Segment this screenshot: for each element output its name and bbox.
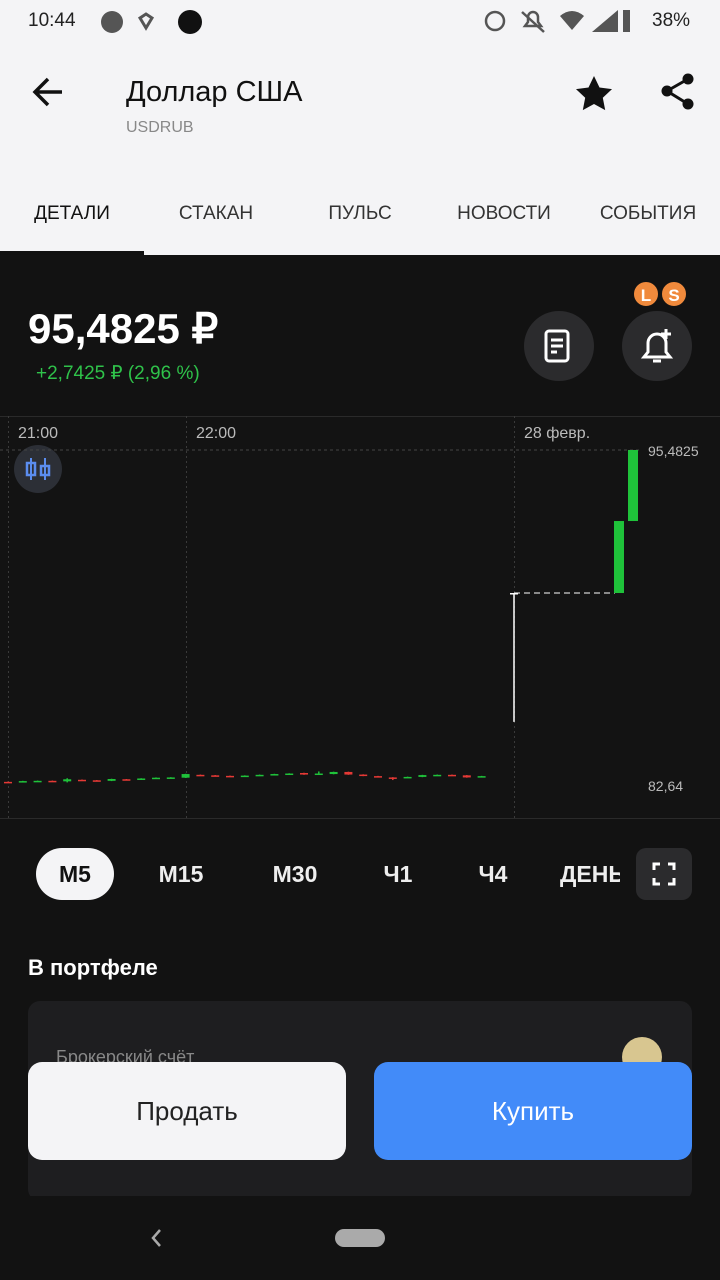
share-button[interactable] [658,72,698,112]
candle-body [433,774,442,777]
y-tick-label: 95,4825 [648,443,699,459]
notes-button[interactable] [524,311,594,381]
candle-body [374,776,382,778]
candle-body [448,774,456,777]
candle-body [403,776,412,779]
candle-body [270,774,279,776]
candle-body [211,775,220,777]
candle-body [329,771,338,775]
candle-body [4,781,12,784]
candle-body [63,779,72,782]
battery: 38% [652,10,691,31]
back-button[interactable] [30,74,66,110]
buy-button[interactable]: Купить [374,1062,692,1160]
candle-body [181,774,190,778]
price: 95,4825 ₽ [28,305,219,352]
tab-indicator [0,251,144,255]
x-tick-label: 21:00 [18,425,58,442]
x-tick-label: 28 февр. [524,425,590,442]
candle-body [628,450,638,522]
candle-body [137,778,146,780]
candle-body [388,777,397,779]
candle-body [48,780,57,783]
x-tick-label: 22:00 [196,425,236,442]
candle-body [285,773,294,776]
system-icons [480,8,630,34]
candle-body [107,779,116,781]
candle-body [255,774,264,777]
ticker: USDRUB [126,119,194,136]
candle-body [18,781,27,783]
candle-body [196,774,205,777]
icons [484,10,630,33]
portfolio-title: В портфеле [28,955,158,980]
timeframe[interactable]: M30 [272,861,318,887]
tab[interactable]: СОБЫТИЯ [599,203,697,224]
badge: S [660,280,688,308]
candle-body [33,780,42,783]
fullscreen-button[interactable] [636,848,692,900]
alert-button[interactable] [622,311,692,381]
fullscreen-icon [652,862,676,886]
notification-icons [100,10,210,34]
tab[interactable]: НОВОСТИ [457,203,551,224]
nav-bar [0,1196,720,1280]
tab[interactable]: ПУЛЬС [328,203,392,224]
timeframe[interactable]: Ч1 [383,861,413,887]
candle-body [314,773,323,776]
candle-body [300,773,308,775]
nav-icons [151,1229,385,1247]
candle-body [359,774,368,777]
price-change: +2,7425 ₽ (2,96 %) [36,363,200,384]
badge: L [632,280,660,308]
timeframe[interactable]: M5 [36,848,114,900]
icons [101,10,202,34]
tab[interactable]: ДЕТАЛИ [34,203,110,224]
app-bar [0,0,720,255]
candle-body [344,771,353,775]
candle-body [78,779,86,782]
timeframe[interactable]: M15 [158,861,204,887]
favorite-button[interactable] [574,74,614,114]
candle-body [418,775,427,777]
candle-body [152,777,160,780]
candle-body [226,775,234,778]
tab[interactable]: СТАКАН [178,203,254,224]
timeframe[interactable]: Ч4 [478,861,508,887]
timeframe[interactable]: ДЕНЬ [560,861,620,887]
candle-body [510,593,518,595]
candle-body [477,776,486,778]
y-tick-label: 82,64 [648,778,683,794]
candle-body [614,521,624,594]
title: Доллар США [126,76,303,108]
candle-body [462,775,471,778]
candle-body [240,775,249,778]
candle-body [122,779,131,781]
clock: 10:44 [28,10,76,31]
sell-button[interactable]: Продать [28,1062,346,1160]
chart: 21:00 22:00 28 февр. 95,4825 82,64 [0,416,720,819]
candle-body [92,780,101,782]
candle-body [166,777,175,779]
